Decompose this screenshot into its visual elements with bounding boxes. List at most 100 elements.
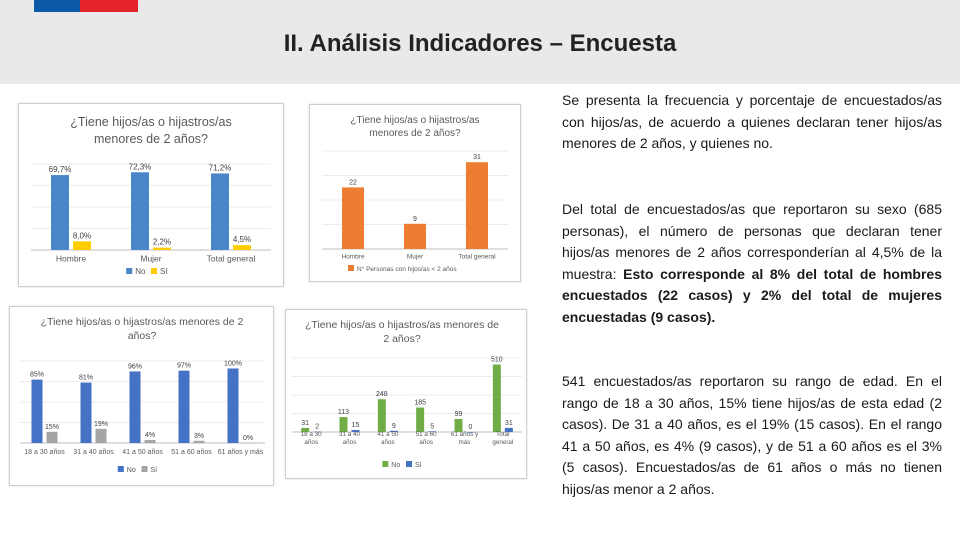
data-label: 69,7% [49,165,72,174]
category-label: 31 a 40 años [73,449,114,456]
chart-title-line: menores de 2 años? [94,132,208,146]
data-label: 2 [315,424,319,431]
data-label: 96% [128,363,142,370]
data-label: 0% [243,435,253,442]
flag-blue-stripe [34,0,80,12]
data-label: 99 [455,411,463,418]
category-label: 41 a 50 [377,431,399,438]
category-label: Total [496,431,509,438]
category-label: años [381,439,395,446]
bar-s- [193,440,205,443]
category-label: años [343,439,357,446]
bar-no [227,368,239,443]
legend-swatch [141,466,148,472]
bar-n-personas-con-hijos-as-2-a-os [466,162,488,249]
category-label: 18 a 30 [301,431,323,438]
bar-no [129,371,141,443]
legend-label: Sí [151,467,158,474]
bar-no [131,172,149,250]
chart-panel-sexo-porcentaje: ¿Tiene hijos/as o hijastros/as menores de… [18,103,284,287]
data-label: 4% [145,432,155,439]
data-label: 85% [30,372,44,379]
bar-no [178,370,190,443]
legend-swatch [348,265,355,271]
category-label: años [419,439,433,446]
data-label: 71,2% [209,163,232,172]
category-label: Mujer [140,254,161,264]
data-label: 97% [177,363,191,370]
legend-label: No [391,462,400,469]
data-label: 9 [392,423,396,430]
chart-title-line: ¿Tiene hijos/as o hijastros/as [70,115,231,129]
page-title: II. Análisis Indicadores – Encuesta [283,30,677,57]
legend-label: No [127,467,136,474]
flag-red-stripe [80,0,138,12]
paragraph-intro: Se presenta la frecuencia y porcentaje d… [562,92,942,151]
legend-label: Sí [415,462,422,469]
data-label: 9 [413,216,417,223]
paragraph-sexo-text: Del total de encuestados/as que reportar… [562,201,942,282]
chart-panel-edad-porcentaje: ¿Tiene hijos/as o hijastros/as menores d… [9,306,274,486]
bar-no [416,407,425,432]
data-label: 81% [79,375,93,382]
bar-s- [73,241,91,250]
chart-edad-casos: ¿Tiene hijos/as o hijastros/as menores d… [292,319,522,469]
bar-s- [389,430,398,432]
bar-s- [153,247,171,250]
bar-s- [504,427,513,432]
data-label: 72,3% [129,162,152,171]
bar-n-personas-con-hijos-as-2-a-os [342,187,364,249]
chart-title-line: ¿Tiene hijos/as o hijastros/as menores d… [305,319,499,331]
data-label: 22 [349,179,357,186]
data-label: 31 [473,154,481,161]
data-label: 31 [505,420,513,427]
category-label: 51 a 60 años [171,449,212,456]
bar-s- [351,430,360,432]
bar-no [31,379,43,443]
paragraph-sexo: Del total de encuestados/as que reportar… [562,199,942,328]
legend-label: No [135,267,146,276]
bar-s- [466,432,475,433]
category-label: años [304,439,318,446]
category-label: 61 años y [451,431,479,438]
data-label: 100% [224,360,242,367]
bar-no [377,399,386,432]
data-label: 185 [414,400,426,407]
data-label: 5 [430,423,434,430]
chart-panel-sexo-casos: ¿Tiene hijos/as o hijastros/as menores de… [309,104,521,282]
bar-no [454,418,463,432]
bar-s- [95,428,107,443]
chart-sexo-porcentaje: ¿Tiene hijos/as o hijastros/as menores de… [31,115,271,276]
chart-title-line: 2 años? [383,333,421,345]
bar-s- [242,443,254,444]
data-label: 0 [469,424,473,431]
bar-s- [428,431,437,432]
chart-title-line: menores de 2 años? [369,128,461,139]
bar-no [301,427,310,432]
chart-title-line: años? [128,330,157,342]
data-label: 248 [376,391,388,398]
category-label: 61 años y más [218,449,264,456]
data-label: 2,2% [153,238,171,247]
paragraph-sexo-bold: Esto corresponde al 8% del total de homb… [562,265,942,325]
bar-s- [233,245,251,250]
header-bar: II. Análisis Indicadores – Encuesta [0,0,960,84]
legend-label: N° Personas con hijos/as < 2 años [357,265,457,273]
category-label: 51 a 60 [416,431,438,438]
data-label: 4,5% [233,235,251,244]
bar-no [80,382,92,443]
chart-panel-edad-casos: ¿Tiene hijos/as o hijastros/as menores d… [285,309,527,479]
category-label: general [492,439,513,446]
category-label: más [459,439,471,446]
legend-swatch [406,461,412,467]
bar-no [211,173,229,250]
data-label: 19% [94,421,108,428]
legend-label: Sí [160,267,168,276]
legend-swatch [126,268,133,274]
bar-s- [313,431,322,433]
category-label: Total general [207,254,256,264]
category-label: 31 a 40 [339,431,361,438]
legend-swatch [382,461,389,467]
category-label: 41 a 50 años [122,449,163,456]
category-label: Hombre [56,254,87,264]
